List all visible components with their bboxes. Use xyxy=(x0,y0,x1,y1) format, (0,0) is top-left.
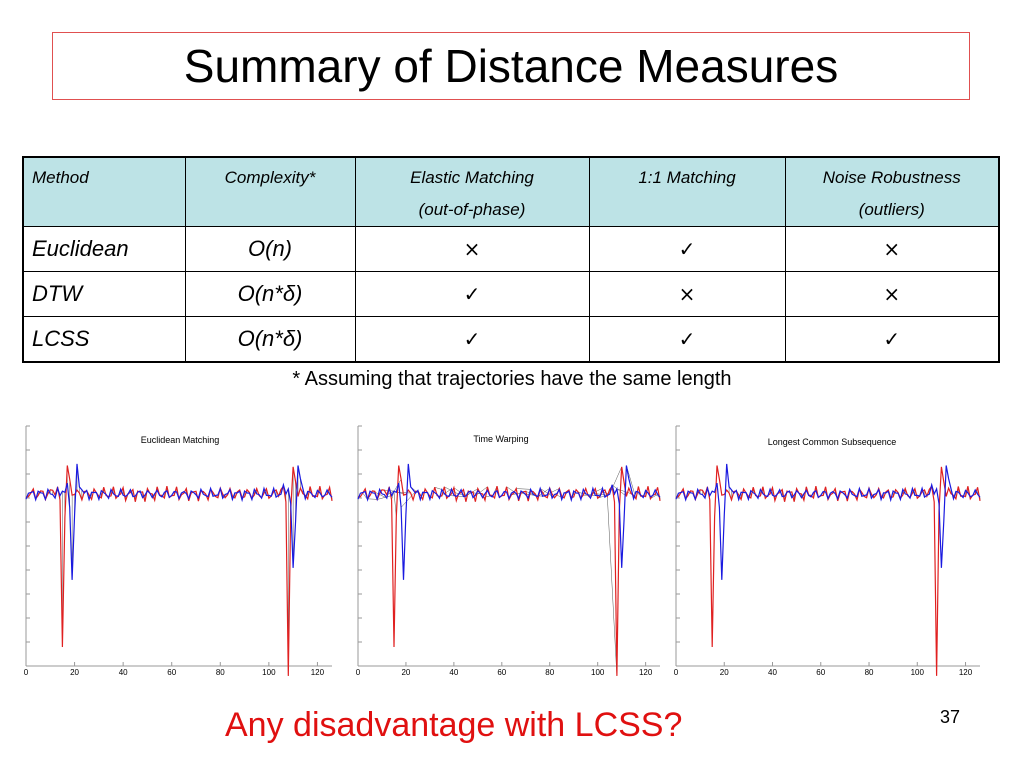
check-icon: ✓ xyxy=(354,271,590,317)
x-tick-label: 20 xyxy=(720,668,729,677)
warping-line xyxy=(377,495,392,500)
distance-measures-table: Method Complexity* Elastic Matching (out-… xyxy=(22,156,1000,363)
warping-line xyxy=(609,466,622,495)
header-noise-robustness: Noise Robustness (outliers) xyxy=(784,156,1000,227)
x-tick-label: 0 xyxy=(356,668,361,677)
slide-title: Summary of Distance Measures xyxy=(183,40,839,92)
footnote: * Assuming that trajectories have the sa… xyxy=(292,368,732,390)
check-icon: ✓ xyxy=(588,226,786,272)
row-method: LCSS xyxy=(22,316,186,363)
check-icon: ✓ xyxy=(784,316,1000,363)
warping-line xyxy=(611,484,627,497)
x-tick-label: 20 xyxy=(70,668,79,677)
check-icon: ✓ xyxy=(354,316,590,363)
plot-title: Longest Common Subsequence xyxy=(768,437,897,447)
x-tick-label: 60 xyxy=(167,668,176,677)
x-tick-label: 40 xyxy=(768,668,777,677)
x-tick-label: 100 xyxy=(911,668,925,677)
question-text: Any disadvantage with LCSS? xyxy=(225,706,683,744)
table-header-row: Method Complexity* Elastic Matching (out-… xyxy=(22,156,1000,227)
page-number: 37 xyxy=(940,707,961,727)
x-tick-label: 120 xyxy=(639,668,653,677)
plot-title: Euclidean Matching xyxy=(141,435,220,445)
x-tick-label: 100 xyxy=(591,668,605,677)
row-complexity: O(n) xyxy=(184,226,356,272)
header-complexity: Complexity* xyxy=(184,156,356,227)
x-tick-label: 40 xyxy=(449,668,458,677)
warping-line xyxy=(616,488,632,494)
warping-line xyxy=(607,495,618,676)
warping-line xyxy=(516,488,531,490)
x-tick-label: 0 xyxy=(24,668,29,677)
warping-line xyxy=(434,487,442,490)
header-method: Method xyxy=(22,156,186,227)
row-method: DTW xyxy=(22,271,186,317)
warping-line xyxy=(537,488,550,497)
series-b-line xyxy=(675,463,981,580)
euclidean-matching-plot: Euclidean Matching 0 20 40 60 80 100 120 xyxy=(22,422,338,680)
x-tick-label: 100 xyxy=(262,668,276,677)
table-row: Euclidean O(n) × ✓ × xyxy=(22,226,1000,272)
x-tick-label: 0 xyxy=(674,668,679,677)
warping-line xyxy=(587,488,603,496)
row-complexity: O(n*δ) xyxy=(184,271,356,317)
x-tick-label: 60 xyxy=(816,668,825,677)
warping-line xyxy=(626,465,637,499)
x-tick-label: 40 xyxy=(119,668,128,677)
x-tick-label: 120 xyxy=(959,668,973,677)
time-warping-plot: Time Warping 0 20 40 60 80 100 120 xyxy=(354,422,666,680)
x-tick-label: 80 xyxy=(545,668,554,677)
cross-icon: × xyxy=(354,226,590,272)
x-tick-label: 80 xyxy=(865,668,874,677)
x-tick-label: 120 xyxy=(311,668,325,677)
warping-line xyxy=(520,492,536,496)
longest-common-subsequence-plot: Longest Common Subsequence 0 20 40 60 80 100 1… xyxy=(670,422,986,680)
check-icon: ✓ xyxy=(588,316,786,363)
row-complexity: O(n*δ) xyxy=(184,316,356,363)
table-row: LCSS O(n*δ) ✓ ✓ ✓ xyxy=(22,316,1000,363)
header-elastic-matching: Elastic Matching (out-of-phase) xyxy=(354,156,590,227)
plot-title: Time Warping xyxy=(473,434,528,444)
cross-icon: × xyxy=(588,271,786,317)
title-box: Summary of Distance Measures xyxy=(52,32,970,100)
series-b-line xyxy=(25,463,333,580)
x-tick-label: 20 xyxy=(401,668,410,677)
header-one-to-one-matching: 1:1 Matching xyxy=(588,156,786,227)
x-tick-label: 60 xyxy=(497,668,506,677)
warping-line xyxy=(506,486,514,492)
cross-icon: × xyxy=(784,226,1000,272)
row-method: Euclidean xyxy=(22,226,186,272)
cross-icon: × xyxy=(784,271,1000,317)
warping-line xyxy=(400,491,416,508)
x-tick-label: 80 xyxy=(216,668,225,677)
table-row: DTW O(n*δ) ✓ × × xyxy=(22,271,1000,317)
series-b-line xyxy=(357,463,661,580)
